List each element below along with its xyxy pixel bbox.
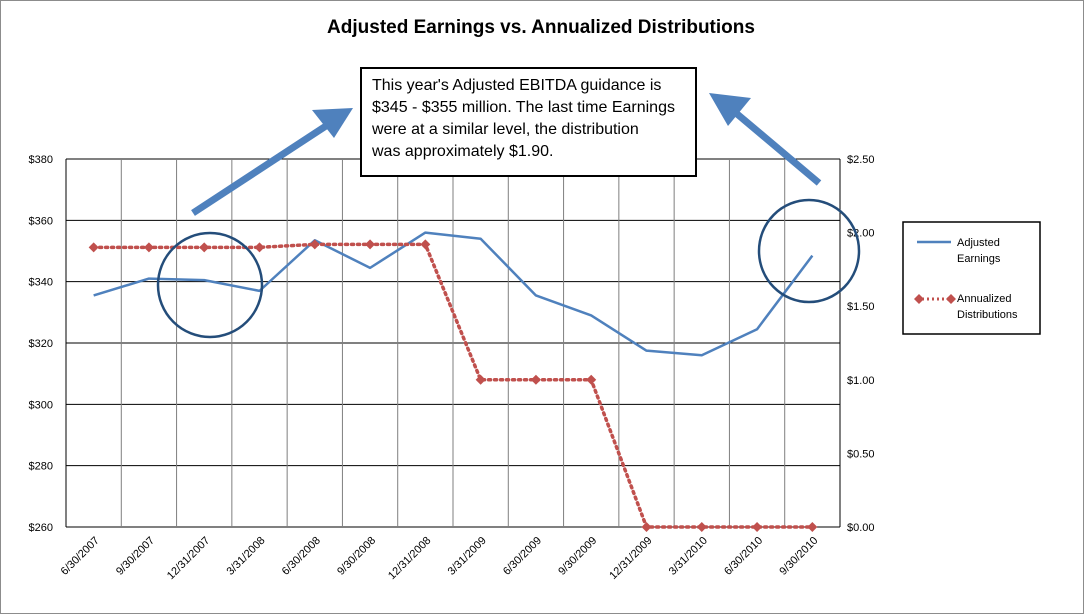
series-marker-1	[254, 242, 265, 253]
left-tick-label: $300	[29, 399, 53, 411]
x-tick-label: 3/31/2008	[225, 535, 268, 578]
annotation-line: $345 - $355 million. The last time Earni…	[372, 99, 675, 116]
annotation-shapes	[156, 93, 861, 339]
series-marker-1	[752, 522, 763, 532]
series-marker-1	[88, 242, 99, 253]
legend-label-distributions-2: Distributions	[957, 309, 1018, 321]
series-line-0	[93, 231, 814, 357]
series-marker-1	[420, 239, 431, 250]
x-axis: 6/30/2007 9/30/2007 12/31/2007 3/31/2008 6/3…	[59, 535, 821, 582]
right-tick-label: $2.00	[847, 228, 875, 240]
series-marker-1	[807, 522, 818, 532]
legend-marker-distributions-a	[914, 294, 924, 304]
legend-label-earnings-1: Adjusted	[957, 237, 1000, 249]
x-tick-label: 9/30/2009	[556, 535, 599, 578]
right-tick-label: $1.00	[847, 375, 875, 387]
arrow-left-head	[312, 108, 353, 138]
arrow-right-shaft	[727, 105, 822, 186]
x-tick-label: 9/30/2010	[777, 535, 820, 578]
series-marker-1	[143, 242, 154, 253]
chart-title: Adjusted Earnings vs. Annualized Distrib…	[327, 17, 755, 38]
grid-layer	[65, 158, 841, 528]
x-tick-label: 9/30/2008	[335, 535, 378, 578]
x-tick-label: 6/30/2008	[280, 535, 323, 578]
right-axis: $0.00 $0.50 $1.00 $1.50 $2.00 $2.50	[847, 154, 875, 534]
legend: Adjusted Earnings Annualized Distributio…	[902, 221, 1041, 335]
legend-box	[902, 221, 1041, 335]
arrow-right-head	[709, 93, 751, 126]
series-marker-1	[365, 239, 376, 250]
series-marker-1	[199, 242, 210, 253]
right-tick-label: $0.00	[847, 522, 875, 534]
highlight-circle-left	[156, 231, 264, 339]
x-tick-label: 3/31/2010	[667, 535, 710, 578]
series-marker-1	[641, 522, 652, 532]
x-tick-label: 6/30/2010	[722, 535, 765, 578]
legend-label-earnings-2: Earnings	[957, 253, 1001, 265]
x-tick-label: 3/31/2009	[446, 535, 489, 578]
series-marker-1	[696, 522, 707, 532]
highlight-circle-right	[757, 198, 861, 304]
left-tick-label: $320	[29, 338, 53, 350]
annotation-line: This year's Adjusted EBITDA guidance is	[372, 77, 662, 94]
series-marker-1	[586, 374, 597, 385]
annotation-line: were at a similar level, the distributio…	[372, 121, 639, 138]
series-marker-1	[309, 239, 320, 250]
left-tick-label: $280	[29, 461, 53, 473]
right-tick-label: $1.50	[847, 301, 875, 313]
x-tick-label: 6/30/2007	[59, 535, 102, 578]
x-tick-label: 12/31/2007	[165, 535, 212, 582]
x-tick-label: 12/31/2008	[386, 535, 433, 582]
right-tick-label: $0.50	[847, 448, 875, 460]
x-tick-label: 6/30/2009	[501, 535, 544, 578]
x-tick-label: 9/30/2007	[114, 535, 157, 578]
left-tick-label: $260	[29, 522, 53, 534]
series-layer	[88, 231, 818, 532]
left-axis: $260 $280 $300 $320 $340 $360 $380	[29, 154, 53, 534]
annotation-callout: This year's Adjusted EBITDA guidance is …	[360, 67, 697, 177]
legend-marker-distributions-b	[946, 294, 956, 304]
legend-label-distributions-1: Annualized	[957, 293, 1011, 305]
left-tick-label: $360	[29, 215, 53, 227]
arrow-left-shaft	[191, 119, 334, 216]
series-line-1	[91, 242, 815, 529]
annotation-line: was approximately $1.90.	[372, 143, 554, 160]
left-tick-label: $340	[29, 277, 53, 289]
series-marker-1	[530, 374, 541, 385]
right-tick-label: $2.50	[847, 154, 875, 166]
series-marker-1	[475, 374, 486, 385]
x-tick-label: 12/31/2009	[607, 535, 654, 582]
left-tick-label: $380	[29, 154, 53, 166]
